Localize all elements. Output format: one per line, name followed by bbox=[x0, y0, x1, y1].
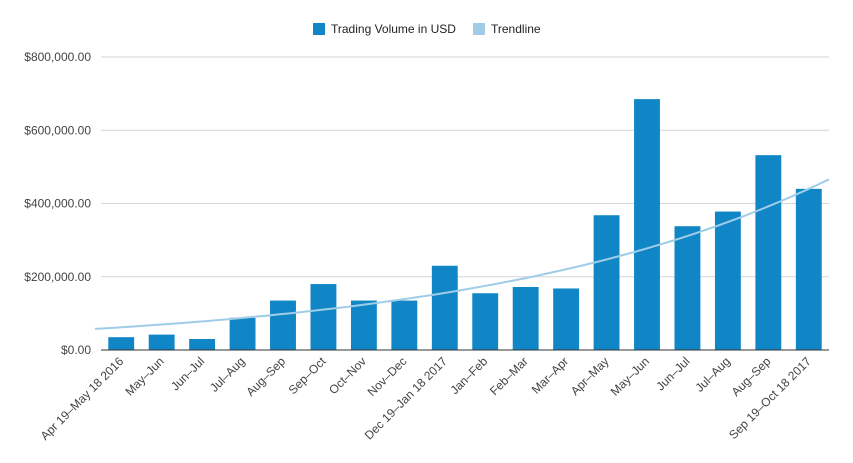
bar bbox=[634, 99, 660, 351]
bar bbox=[310, 284, 337, 350]
x-tick-label: Jul–Aug bbox=[692, 354, 733, 395]
bar bbox=[674, 226, 701, 350]
bar bbox=[714, 211, 741, 350]
bar bbox=[553, 288, 580, 350]
x-tick-label: May–Jun bbox=[122, 354, 166, 398]
grid-layer bbox=[101, 56, 829, 278]
x-tick-label: Apr–May bbox=[568, 354, 612, 398]
legend-swatch-trendline bbox=[473, 23, 485, 35]
y-tick-label: $600,000.00 bbox=[24, 123, 91, 137]
bar bbox=[229, 317, 256, 350]
bar bbox=[472, 293, 499, 350]
bar bbox=[270, 300, 296, 350]
bar bbox=[350, 300, 377, 350]
x-tick-label: Jul–Aug bbox=[207, 354, 248, 395]
legend-label-trendline: Trendline bbox=[491, 22, 541, 36]
x-tick-label: Aug–Sep bbox=[243, 354, 288, 399]
bar bbox=[795, 188, 822, 350]
x-tick-label: Jun–Jul bbox=[653, 354, 692, 393]
x-tick-label: Sep–Oct bbox=[286, 354, 329, 397]
y-tick-label: $800,000.00 bbox=[24, 50, 91, 64]
trendline-layer bbox=[94, 178, 830, 330]
bar bbox=[148, 334, 175, 350]
bar bbox=[512, 287, 539, 350]
x-tick-label: Jan–Feb bbox=[447, 354, 490, 397]
bar bbox=[755, 155, 782, 350]
y-axis-tick-labels: $0.00 $200,000.00 $400,000.00 $600,000.00 $8… bbox=[24, 50, 91, 357]
x-tick-label: Feb–Mar bbox=[487, 354, 531, 398]
y-tick-label: $200,000.00 bbox=[24, 270, 91, 284]
bars bbox=[108, 99, 822, 351]
x-tick-label: May–Jun bbox=[608, 354, 652, 398]
bar bbox=[391, 300, 418, 350]
legend-label-trading-volume: Trading Volume in USD bbox=[331, 22, 456, 36]
trendline bbox=[94, 178, 830, 330]
bar bbox=[593, 215, 620, 350]
x-tick-label: Mar–Apr bbox=[529, 354, 571, 396]
legend-swatch-trading-volume bbox=[313, 23, 325, 35]
x-tick-label: Oct–Nov bbox=[326, 354, 369, 397]
legend: Trading Volume in USD Trendline bbox=[313, 22, 541, 36]
y-tick-label: $0.00 bbox=[61, 343, 91, 357]
y-tick-label: $400,000.00 bbox=[24, 197, 91, 211]
bar bbox=[189, 339, 216, 350]
bar bbox=[108, 337, 135, 350]
x-tick-label: Apr 19–May 18 2016 bbox=[38, 354, 127, 443]
x-tick-label: Jun–Jul bbox=[168, 354, 207, 393]
bar bbox=[431, 265, 458, 350]
